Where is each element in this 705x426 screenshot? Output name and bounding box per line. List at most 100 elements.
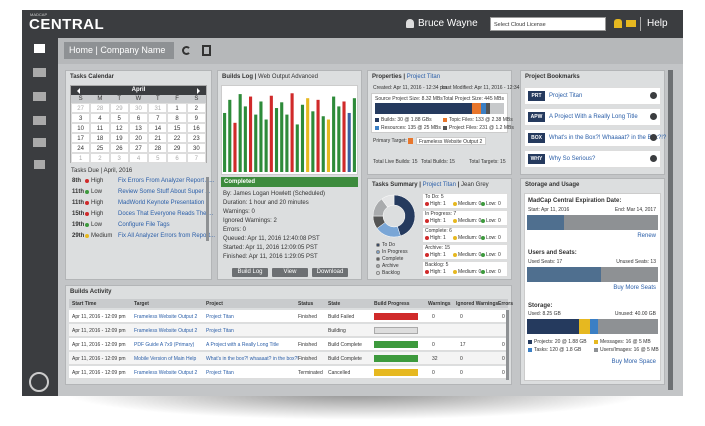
project[interactable]: Project Titan (406, 74, 441, 80)
day[interactable]: 24 (71, 143, 91, 153)
nav-settings[interactable] (34, 160, 45, 169)
day[interactable]: 19 (109, 133, 129, 143)
priority-count: High: 1 (430, 218, 446, 224)
day[interactable]: 31 (148, 103, 168, 113)
day[interactable]: 15 (167, 123, 187, 133)
day[interactable]: 21 (148, 133, 168, 143)
bookmark-link[interactable]: Project Titan (549, 93, 583, 99)
day[interactable]: 11 (90, 123, 110, 133)
day[interactable]: 22 (167, 133, 187, 143)
cell-target[interactable]: PDF Guide A 7x9 (Primary) (134, 342, 195, 348)
bookmark-arrow[interactable] (650, 155, 657, 162)
nav-projects[interactable] (33, 68, 46, 77)
help[interactable]: Help (647, 18, 668, 29)
legend-swatch (376, 257, 380, 261)
layout-icon[interactable] (202, 45, 211, 56)
buy-space[interactable]: Buy More Space (611, 359, 656, 365)
cell-project[interactable]: A Project with a Really Long Title (206, 342, 279, 348)
scrollbar[interactable] (668, 70, 673, 390)
day[interactable]: 4 (90, 113, 110, 123)
bookmark-arrow[interactable] (650, 92, 657, 99)
day[interactable]: 4 (128, 153, 149, 163)
day[interactable]: 6 (128, 113, 149, 123)
day[interactable]: 18 (90, 133, 110, 143)
day[interactable]: 13 (128, 123, 149, 133)
nav-users[interactable] (33, 116, 46, 125)
day[interactable]: 29 (109, 103, 129, 113)
day[interactable]: 16 (186, 123, 206, 133)
user-icon (406, 19, 414, 28)
alert-icon[interactable] (614, 19, 622, 28)
next-arrow[interactable] (197, 88, 203, 94)
task-link[interactable]: MadWorld Keynote Presentation (118, 200, 205, 206)
cell-target[interactable]: Frameless Website Output 2 (134, 314, 198, 320)
day[interactable]: 5 (109, 113, 129, 123)
bookmark-link[interactable]: Why So Serious? (549, 156, 596, 162)
task-day: 29th (72, 233, 85, 239)
button[interactable]: Build Log (232, 268, 268, 277)
day[interactable]: 1 (71, 153, 91, 163)
day[interactable]: 7 (148, 113, 168, 123)
bookmark-arrow[interactable] (650, 134, 657, 141)
day[interactable]: 2 (186, 103, 206, 113)
day[interactable]: 23 (186, 133, 206, 143)
cell-project[interactable]: What's in the box?! whaaaat? in the box?… (206, 356, 299, 362)
day[interactable]: 5 (148, 153, 168, 163)
task-link[interactable]: Doces That Everyone Reads The ... (118, 211, 214, 217)
day[interactable]: 28 (148, 143, 168, 153)
day[interactable]: 30 (128, 103, 149, 113)
priority-count: Low: 0 (486, 201, 501, 207)
task-link[interactable]: Review Some Stuff About Super ... (118, 189, 211, 195)
refresh-icon[interactable] (182, 46, 191, 55)
cell-target[interactable]: Frameless Website Output 2 (134, 328, 198, 334)
nav-logo[interactable] (29, 372, 49, 392)
day[interactable]: 8 (167, 113, 187, 123)
cell-target[interactable]: Frameless Website Output 2 (134, 370, 198, 376)
day[interactable]: 7 (186, 153, 206, 163)
task-link[interactable]: Fix Errors From Analyzer Report A... (118, 178, 215, 184)
day[interactable]: 28 (90, 103, 110, 113)
project[interactable]: Project Titan (422, 182, 456, 188)
mail-icon[interactable] (626, 20, 636, 27)
cell-project[interactable]: Project Titan (206, 370, 234, 376)
day[interactable]: 9 (186, 113, 206, 123)
bookmark-link[interactable]: What's in the Box?! Whaaaat? in the Box?… (549, 135, 667, 141)
day[interactable]: 2 (90, 153, 110, 163)
task-link[interactable]: Configure File Tags (118, 222, 170, 228)
build-detail: Ignored Warnings: 2 (223, 218, 277, 224)
button[interactable]: View (272, 268, 308, 277)
cell-target[interactable]: Mobile Version of Main Help (134, 356, 197, 362)
day[interactable]: 12 (109, 123, 129, 133)
day[interactable]: 6 (167, 153, 187, 163)
day[interactable]: 27 (71, 103, 91, 113)
day[interactable]: 17 (71, 133, 91, 143)
prev-arrow[interactable] (74, 88, 80, 94)
day[interactable]: 30 (186, 143, 206, 153)
license-select[interactable]: Select Cloud License (490, 17, 606, 31)
day[interactable]: 26 (109, 143, 129, 153)
bookmark-arrow[interactable] (650, 113, 657, 120)
cell-project[interactable]: Project Titan (206, 314, 234, 320)
cell-project[interactable]: Project Titan (206, 328, 234, 334)
day[interactable]: 14 (148, 123, 168, 133)
day[interactable]: 3 (71, 113, 91, 123)
nav-home[interactable] (34, 44, 45, 53)
day[interactable]: 29 (167, 143, 187, 153)
user-name[interactable]: Bruce Wayne (418, 18, 478, 29)
crumb-home[interactable]: Home (69, 45, 94, 55)
nav-messages[interactable] (33, 138, 46, 147)
nav-tasks[interactable] (33, 92, 46, 101)
day[interactable]: 20 (128, 133, 149, 143)
renew[interactable]: Renew (637, 233, 656, 239)
day[interactable]: 27 (128, 143, 149, 153)
day[interactable]: 1 (167, 103, 187, 113)
cell-errors: 0 (502, 314, 505, 320)
button[interactable]: Download (312, 268, 348, 277)
buy-seats[interactable]: Buy More Seats (613, 285, 656, 291)
bookmark-link[interactable]: A Project With a Really Long Title (549, 114, 638, 120)
day[interactable]: 25 (90, 143, 110, 153)
task-link[interactable]: Fix All Analyzer Errors from Report... (118, 233, 216, 239)
day[interactable]: 3 (109, 153, 129, 163)
crumb-company[interactable]: Company Name (100, 45, 166, 55)
day[interactable]: 10 (71, 123, 91, 133)
